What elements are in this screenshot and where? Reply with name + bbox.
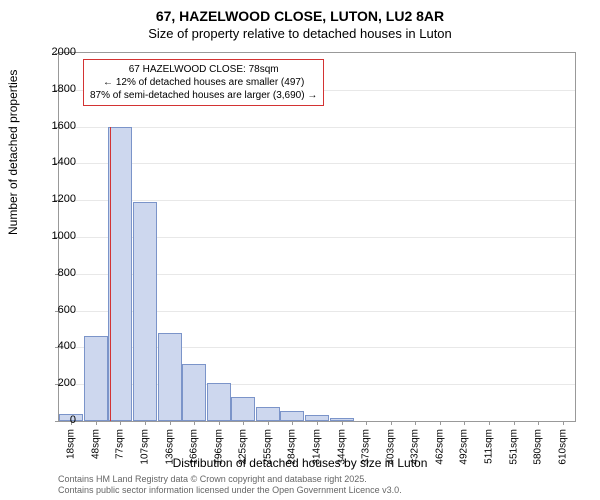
ytick-label: 1000 [36,230,76,242]
xtick-mark [415,421,416,425]
xtick-mark [194,421,195,425]
histogram-bar [133,202,157,421]
annotation-box: 67 HAZELWOOD CLOSE: 78sqm← 12% of detach… [83,59,324,106]
xtick-mark [464,421,465,425]
page-title: 67, HAZELWOOD CLOSE, LUTON, LU2 8AR [0,8,600,24]
histogram-bar [280,411,304,421]
xtick-label: 77sqm [115,429,126,459]
annotation-line-3: 87% of semi-detached houses are larger (… [90,89,317,102]
xtick-mark [170,421,171,425]
xtick-mark [366,421,367,425]
ytick-label: 1800 [36,83,76,95]
xtick-mark [538,421,539,425]
xtick-mark [317,421,318,425]
histogram-bar [256,407,280,421]
xtick-label: 18sqm [66,429,77,459]
annotation-line-2: ← 12% of detached houses are smaller (49… [90,76,317,89]
histogram-bar [84,336,108,421]
xtick-mark [440,421,441,425]
footer-line-1: Contains HM Land Registry data © Crown c… [58,474,402,485]
ytick-label: 2000 [36,46,76,58]
xtick-mark [268,421,269,425]
histogram-bar [231,397,255,421]
marker-line [110,127,111,421]
xaxis-title: Distribution of detached houses by size … [0,456,600,470]
histogram-bar [158,333,182,421]
xtick-mark [514,421,515,425]
title-block: 67, HAZELWOOD CLOSE, LUTON, LU2 8AR Size… [0,0,600,41]
annotation-line-1: 67 HAZELWOOD CLOSE: 78sqm [90,63,317,76]
ytick-label: 600 [36,304,76,316]
ytick-label: 0 [36,414,76,426]
histogram-bar [182,364,206,421]
ytick-label: 1400 [36,156,76,168]
xtick-mark [219,421,220,425]
xtick-mark [292,421,293,425]
chart: 18sqm48sqm77sqm107sqm136sqm166sqm196sqm2… [58,52,576,422]
yaxis-title: Number of detached properties [6,70,20,235]
xtick-mark [243,421,244,425]
plot-area: 18sqm48sqm77sqm107sqm136sqm166sqm196sqm2… [58,52,576,422]
ytick-label: 200 [36,377,76,389]
gridline [59,200,575,201]
xtick-label: 48sqm [90,429,101,459]
histogram-bar [207,383,231,421]
xtick-mark [489,421,490,425]
xtick-mark [342,421,343,425]
footer-line-2: Contains public sector information licen… [58,485,402,496]
gridline [59,163,575,164]
footer: Contains HM Land Registry data © Crown c… [58,474,402,497]
page-subtitle: Size of property relative to detached ho… [0,26,600,41]
xtick-mark [120,421,121,425]
xtick-mark [96,421,97,425]
xtick-mark [391,421,392,425]
histogram-bar [108,127,132,421]
xtick-mark [563,421,564,425]
ytick-label: 800 [36,267,76,279]
ytick-label: 1200 [36,193,76,205]
ytick-label: 400 [36,340,76,352]
gridline [59,127,575,128]
ytick-label: 1600 [36,120,76,132]
xtick-mark [145,421,146,425]
